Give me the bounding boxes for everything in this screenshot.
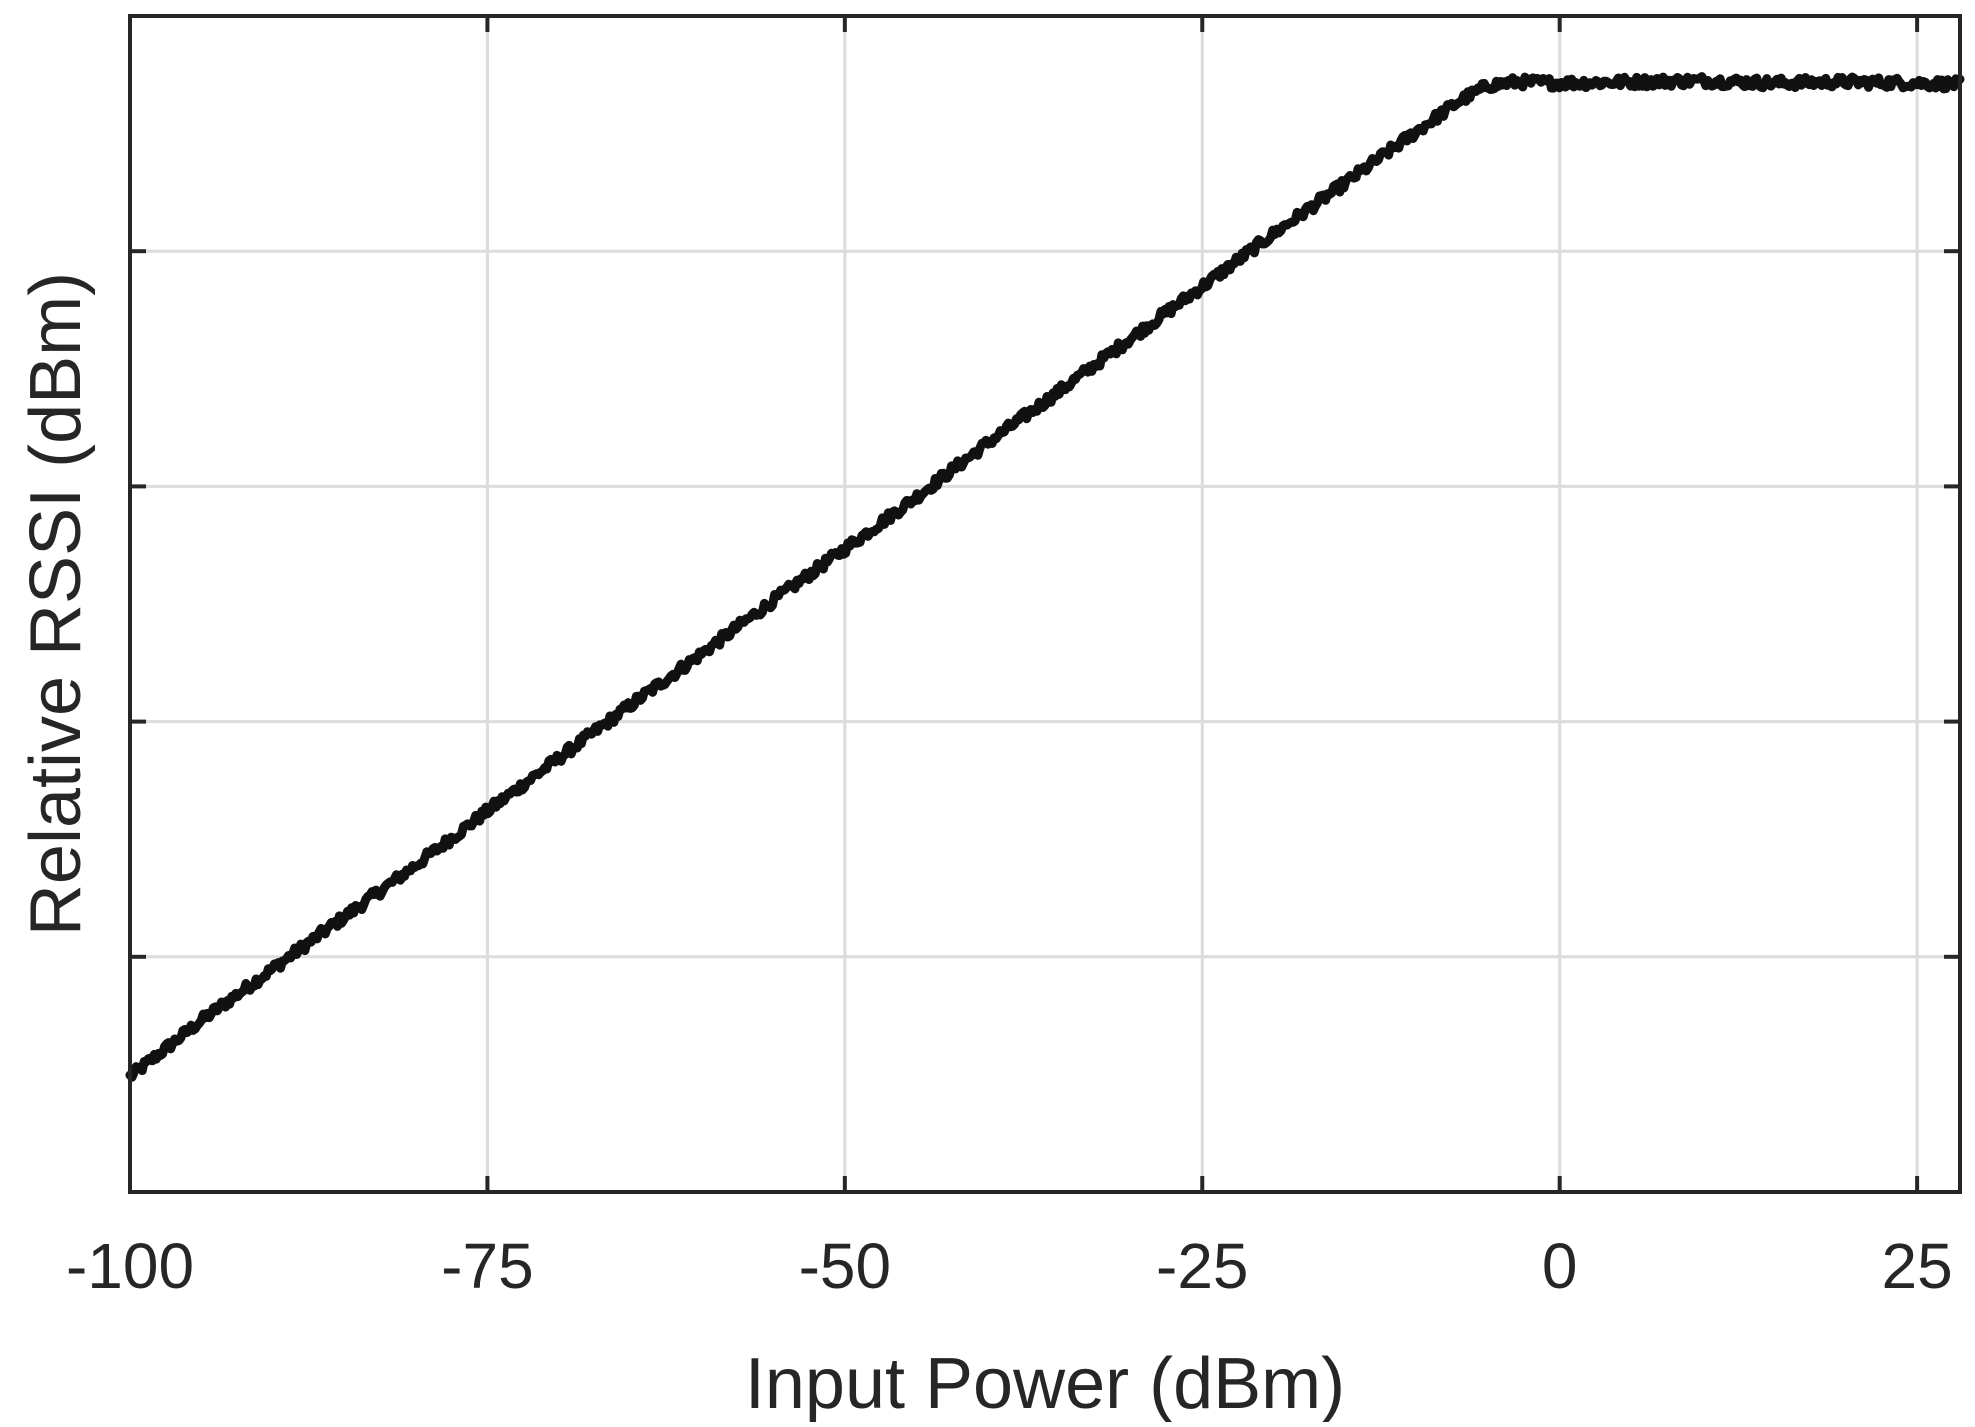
x-axis-label: Input Power (dBm) <box>745 1344 1345 1422</box>
y-axis-label: Relative RSSI (dBm) <box>16 272 96 936</box>
plot-frame <box>128 14 1962 1194</box>
grid <box>130 16 1960 1192</box>
x-tick-label: -50 <box>799 1230 892 1302</box>
series-line <box>125 72 1965 1082</box>
x-tick-label: -25 <box>1156 1230 1249 1302</box>
x-tick-label: -100 <box>66 1230 194 1302</box>
series-layer <box>125 72 1965 1082</box>
x-tick-label: 25 <box>1882 1230 1953 1302</box>
x-tick-labels: -100 -75 -50 -25 0 25 <box>66 1230 1953 1302</box>
tick-marks <box>128 16 1960 1192</box>
plot-background <box>130 16 1960 1192</box>
x-tick-label: -75 <box>441 1230 534 1302</box>
x-tick-label: 0 <box>1542 1230 1578 1302</box>
